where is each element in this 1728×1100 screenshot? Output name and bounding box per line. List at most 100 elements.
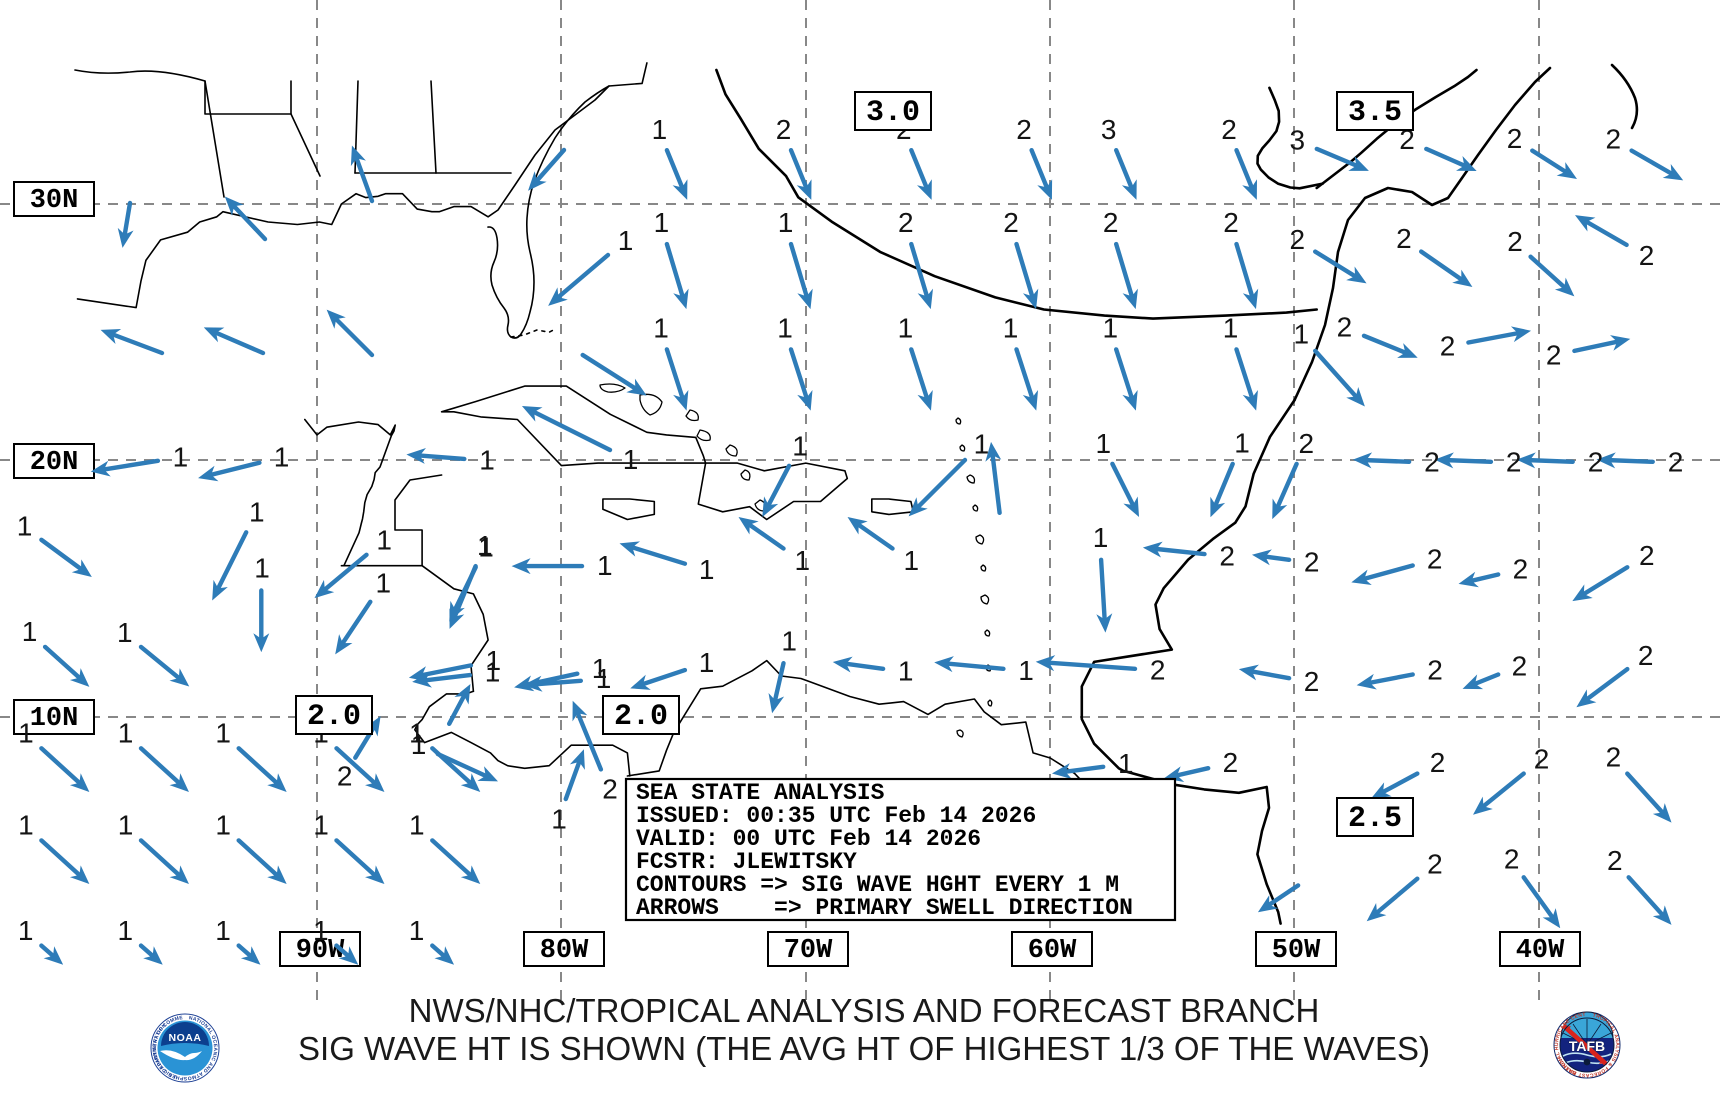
svg-text:1: 1 bbox=[118, 915, 134, 946]
svg-text:TAFB: TAFB bbox=[1569, 1038, 1605, 1054]
svg-text:SIG WAVE HT IS SHOWN (THE AVG: SIG WAVE HT IS SHOWN (THE AVG HT OF HIGH… bbox=[298, 1030, 1430, 1067]
svg-text:1: 1 bbox=[18, 810, 34, 841]
svg-text:2: 2 bbox=[1506, 447, 1522, 478]
svg-text:1: 1 bbox=[215, 810, 231, 841]
svg-text:NOAA: NOAA bbox=[169, 1032, 202, 1044]
svg-text:1: 1 bbox=[376, 568, 392, 599]
svg-text:1: 1 bbox=[654, 207, 670, 238]
svg-text:2: 2 bbox=[1290, 224, 1306, 255]
svg-text:1: 1 bbox=[254, 553, 270, 584]
svg-text:1: 1 bbox=[777, 313, 793, 344]
svg-text:2: 2 bbox=[1440, 331, 1456, 362]
svg-text:3.5: 3.5 bbox=[1348, 96, 1402, 130]
svg-text:2: 2 bbox=[1427, 849, 1443, 880]
svg-text:2: 2 bbox=[1638, 640, 1654, 671]
svg-text:40W: 40W bbox=[1516, 936, 1565, 966]
svg-text:1: 1 bbox=[904, 545, 920, 576]
svg-text:1: 1 bbox=[478, 532, 494, 563]
svg-text:1: 1 bbox=[313, 915, 329, 946]
svg-text:1: 1 bbox=[1018, 655, 1034, 686]
svg-text:1: 1 bbox=[597, 550, 613, 581]
svg-text:1: 1 bbox=[778, 207, 794, 238]
svg-text:2: 2 bbox=[1513, 553, 1529, 584]
svg-text:1: 1 bbox=[409, 810, 425, 841]
svg-text:1: 1 bbox=[17, 511, 33, 542]
svg-text:1: 1 bbox=[215, 915, 231, 946]
svg-text:2: 2 bbox=[1534, 744, 1550, 775]
svg-text:1: 1 bbox=[1234, 428, 1250, 459]
svg-text:2: 2 bbox=[1427, 544, 1443, 575]
svg-text:2: 2 bbox=[776, 114, 792, 145]
svg-text:1: 1 bbox=[1003, 313, 1019, 344]
svg-text:2: 2 bbox=[1016, 114, 1032, 145]
svg-text:1: 1 bbox=[249, 497, 265, 528]
svg-text:1: 1 bbox=[699, 647, 715, 678]
svg-text:1: 1 bbox=[652, 114, 668, 145]
svg-text:1: 1 bbox=[653, 313, 669, 344]
svg-text:2: 2 bbox=[1304, 547, 1320, 578]
svg-text:10N: 10N bbox=[30, 704, 79, 734]
svg-text:1: 1 bbox=[592, 653, 608, 684]
svg-text:2: 2 bbox=[1396, 223, 1412, 254]
svg-text:1: 1 bbox=[409, 915, 425, 946]
svg-text:2: 2 bbox=[602, 774, 618, 805]
svg-text:1: 1 bbox=[118, 718, 134, 749]
svg-text:3: 3 bbox=[1290, 124, 1306, 155]
svg-text:1: 1 bbox=[974, 428, 990, 459]
svg-text:1: 1 bbox=[795, 545, 811, 576]
svg-text:1: 1 bbox=[792, 430, 808, 461]
svg-text:1: 1 bbox=[117, 617, 133, 648]
svg-text:2: 2 bbox=[1507, 226, 1523, 257]
svg-text:20N: 20N bbox=[30, 448, 79, 478]
svg-text:1: 1 bbox=[623, 444, 639, 475]
svg-text:2: 2 bbox=[1606, 124, 1622, 155]
svg-text:1: 1 bbox=[313, 810, 329, 841]
svg-text:3.0: 3.0 bbox=[866, 96, 920, 130]
svg-text:70W: 70W bbox=[784, 936, 833, 966]
svg-text:2: 2 bbox=[1606, 741, 1622, 772]
svg-text:2.5: 2.5 bbox=[1348, 802, 1402, 836]
svg-text:1: 1 bbox=[898, 313, 914, 344]
svg-text:30N: 30N bbox=[30, 186, 79, 216]
svg-text:1: 1 bbox=[274, 441, 290, 472]
svg-text:2: 2 bbox=[1223, 207, 1239, 238]
svg-text:2: 2 bbox=[1512, 650, 1528, 681]
svg-text:80W: 80W bbox=[540, 936, 589, 966]
svg-text:1: 1 bbox=[118, 810, 134, 841]
svg-text:2: 2 bbox=[1299, 428, 1315, 459]
svg-text:2: 2 bbox=[1003, 207, 1019, 238]
svg-text:2.0: 2.0 bbox=[614, 700, 668, 734]
svg-text:2: 2 bbox=[898, 207, 914, 238]
svg-text:2: 2 bbox=[1507, 123, 1523, 154]
svg-text:2: 2 bbox=[1639, 540, 1655, 571]
svg-text:2.0: 2.0 bbox=[307, 700, 361, 734]
svg-text:2: 2 bbox=[1546, 340, 1562, 371]
svg-text:1: 1 bbox=[18, 718, 34, 749]
svg-text:2: 2 bbox=[1424, 447, 1440, 478]
svg-text:2: 2 bbox=[1103, 207, 1119, 238]
svg-text:1: 1 bbox=[1223, 313, 1239, 344]
svg-text:1: 1 bbox=[1294, 319, 1310, 350]
svg-text:1: 1 bbox=[22, 616, 38, 647]
svg-text:1: 1 bbox=[18, 915, 34, 946]
svg-text:2: 2 bbox=[1668, 447, 1684, 478]
svg-text:ARROWS => PRIMARY SWELL DIR: ARROWS => PRIMARY SWELL DIRECTION bbox=[636, 895, 1133, 921]
svg-text:3: 3 bbox=[1101, 114, 1117, 145]
svg-text:1: 1 bbox=[1093, 522, 1109, 553]
svg-text:1: 1 bbox=[699, 554, 715, 585]
svg-text:60W: 60W bbox=[1028, 936, 1077, 966]
svg-text:1: 1 bbox=[486, 645, 502, 676]
svg-text:1: 1 bbox=[376, 525, 392, 556]
svg-text:1: 1 bbox=[781, 626, 797, 657]
svg-text:2: 2 bbox=[1607, 845, 1623, 876]
svg-text:2: 2 bbox=[1150, 654, 1166, 685]
svg-text:1: 1 bbox=[215, 718, 231, 749]
svg-text:1: 1 bbox=[1118, 748, 1134, 779]
svg-text:2: 2 bbox=[1304, 666, 1320, 697]
svg-text:2: 2 bbox=[1639, 240, 1655, 271]
svg-text:1: 1 bbox=[551, 804, 567, 835]
svg-text:1: 1 bbox=[411, 729, 427, 760]
svg-text:2: 2 bbox=[1430, 747, 1446, 778]
svg-text:2: 2 bbox=[1588, 447, 1604, 478]
svg-text:2: 2 bbox=[1337, 312, 1353, 343]
